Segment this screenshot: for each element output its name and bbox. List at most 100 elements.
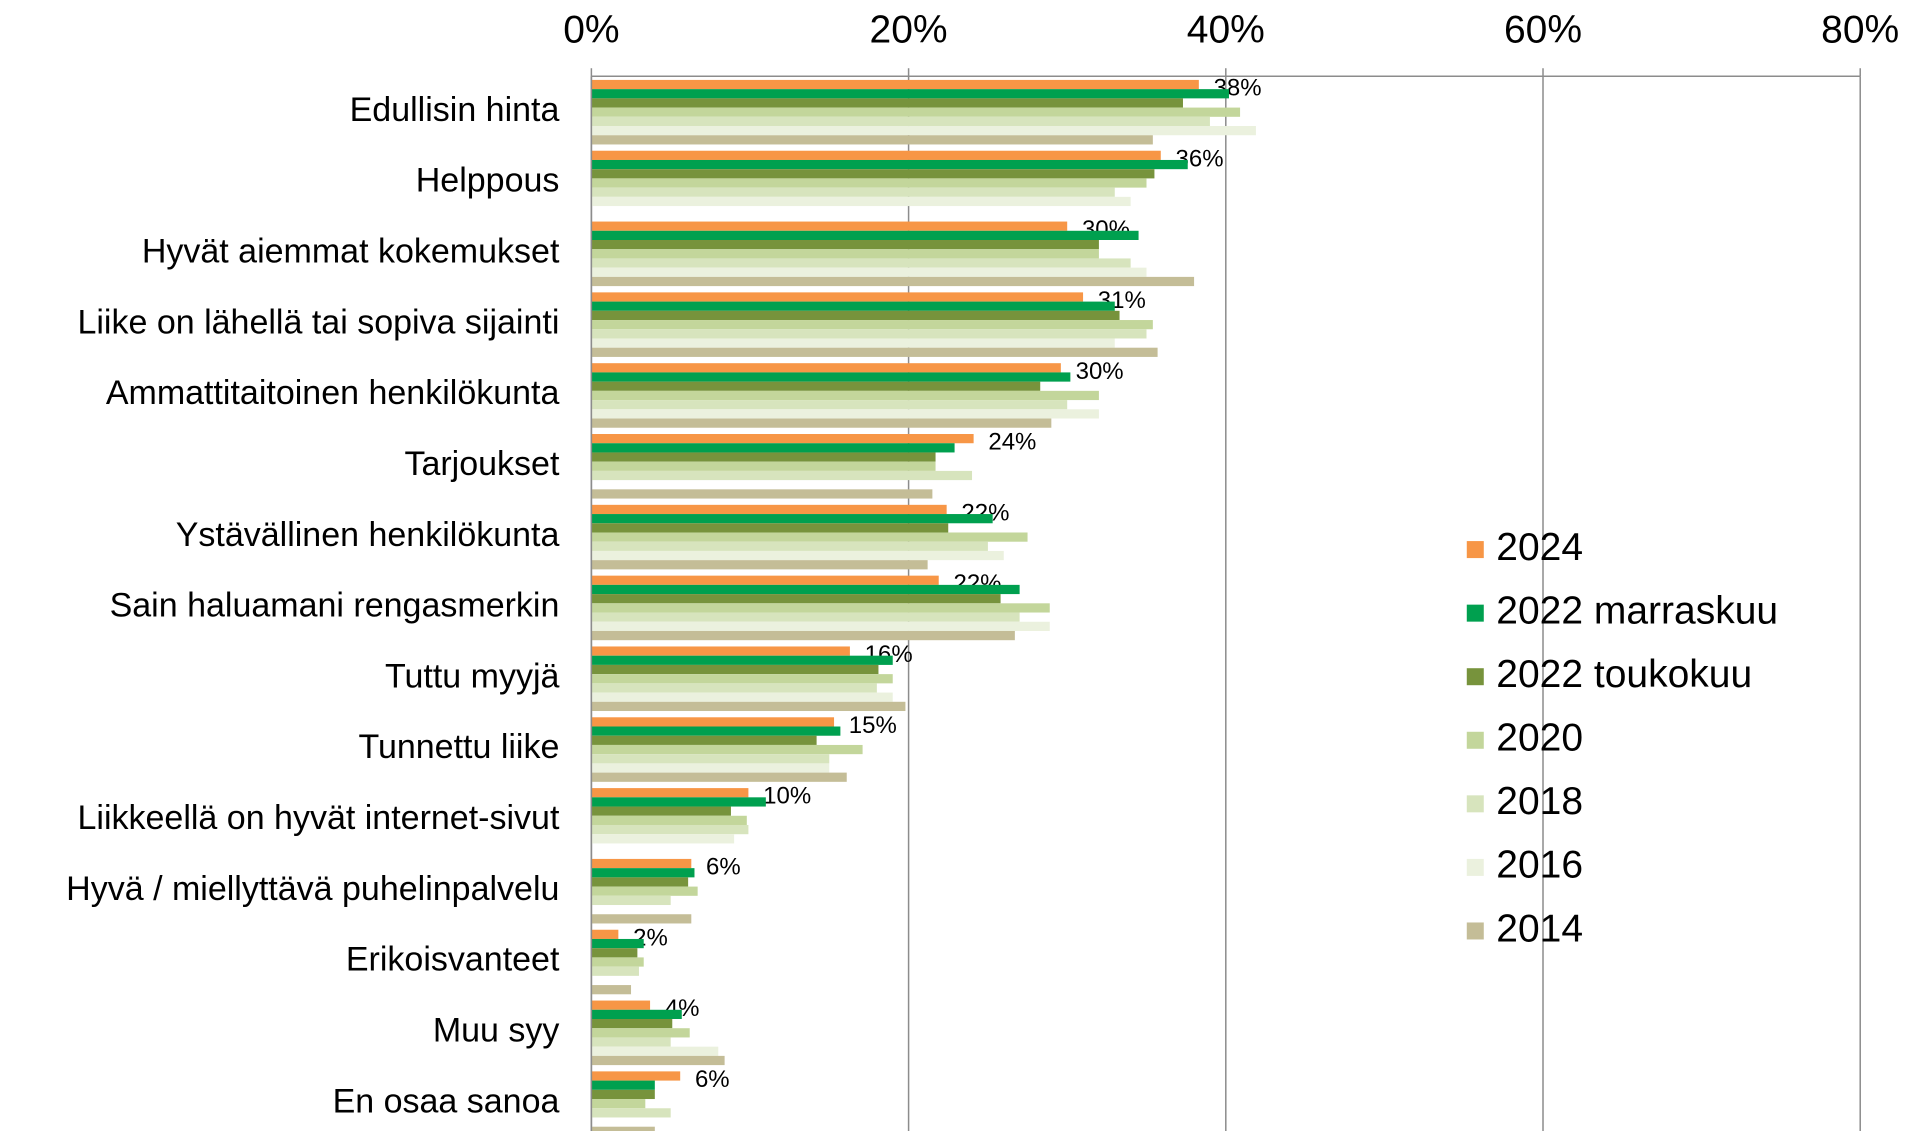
bar [591,1080,655,1090]
bar [591,929,619,939]
bar [591,824,749,835]
bar [591,886,698,896]
legend-swatch [1466,922,1484,940]
bar [591,363,1061,373]
bar [591,1099,646,1109]
bar [591,985,632,995]
category-label: Liikkeellä on hyvät internet-sivut [77,799,559,837]
bar [591,957,644,967]
bar [591,107,1241,117]
bar [591,1055,725,1066]
bar [591,550,1004,561]
bar [591,772,847,782]
bar [591,178,1147,188]
bar [591,938,644,949]
data-label: 15% [849,712,897,739]
bar [591,390,1099,401]
bar [591,89,1229,99]
legend-swatch [1466,795,1484,813]
bar [591,126,1256,136]
category-label: Sain haluamani rengasmerkin [110,587,560,625]
bar [591,320,1153,330]
bar [591,877,689,887]
category-label: Edullisin hinta [350,91,560,129]
bar [591,701,906,712]
x-tick-label: 80% [1821,8,1899,51]
category-label: Tuttu myyjä [385,657,560,695]
bar [591,1046,719,1056]
legend-label: 2018 [1496,780,1583,823]
bar [591,726,841,736]
bar [591,221,1068,231]
bar [591,646,850,656]
bar [591,612,1020,622]
bar [591,443,955,453]
legend-label: 2020 [1496,717,1583,760]
bar [591,895,671,906]
bar [591,230,1139,240]
bar [591,815,747,825]
x-tick-label: 60% [1504,8,1582,51]
bar [591,806,731,816]
category-label: Muu syy [433,1012,560,1050]
bar [591,310,1120,321]
bar [591,187,1115,197]
bar [591,735,817,745]
bar [591,621,1050,631]
legend-swatch [1466,604,1484,622]
data-label: 10% [763,783,811,810]
category-label: Hyvä / miellyttävä puhelinpalvelu [66,870,559,908]
category-label: Tunnettu liike [358,728,559,766]
bar [591,347,1158,357]
bar [591,868,695,878]
bar [591,754,830,764]
bar [591,150,1161,160]
bar [591,452,936,462]
legend-swatch [1466,731,1484,749]
bar [591,834,735,844]
bar [591,400,1068,410]
data-label: 6% [695,1066,730,1093]
data-label: 24% [988,429,1036,456]
x-tick-label: 20% [870,8,948,51]
bar [591,372,1071,382]
bar [591,1089,655,1100]
bar [591,523,949,533]
bar [591,381,1041,391]
bar [591,655,893,665]
bar [591,418,1052,428]
bar [591,329,1147,339]
bar [591,249,1099,259]
bar [591,630,1015,641]
bar [591,434,974,444]
legend-label: 2024 [1496,526,1583,569]
bar [591,692,893,702]
bar [591,584,1020,595]
bar [591,541,988,551]
bar [591,409,1099,419]
bar [591,683,877,693]
data-label: 6% [706,853,741,880]
bar [591,1018,673,1029]
bar [591,575,939,585]
bar [591,788,749,798]
bar [591,267,1147,277]
category-label: Tarjoukset [404,445,560,483]
bar [591,1037,671,1047]
bar [591,664,879,675]
bar [591,301,1115,311]
bar [591,196,1131,207]
bar [591,966,639,976]
bar [591,461,936,471]
bar [591,858,692,869]
data-label: 30% [1076,358,1124,385]
bar [591,1071,681,1081]
category-label: En osaa sanoa [333,1082,560,1120]
bar [591,292,1084,302]
bar [591,135,1153,145]
category-label: Erikoisvanteet [346,941,560,979]
bar [591,470,973,481]
bar [591,532,1028,542]
bar [591,797,766,807]
category-label: Hyvät aiemmat kokemukset [142,233,560,271]
